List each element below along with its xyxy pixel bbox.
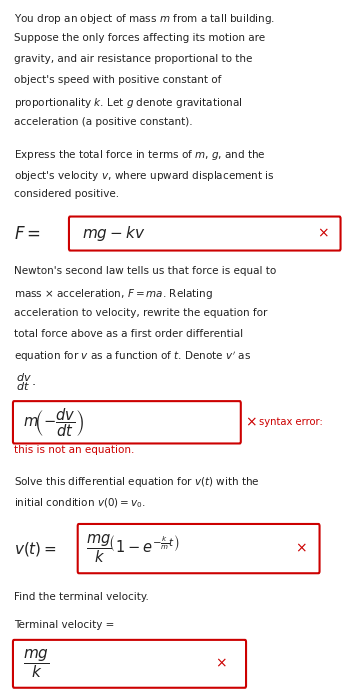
Text: total force above as a first order differential: total force above as a first order diffe… bbox=[14, 329, 243, 339]
Text: $\dfrac{mg}{k}\!\left(1-e^{-\frac{k}{m}t}\right)$: $\dfrac{mg}{k}\!\left(1-e^{-\frac{k}{m}t… bbox=[86, 532, 180, 565]
Text: object's speed with positive constant of: object's speed with positive constant of bbox=[14, 75, 221, 85]
Text: initial condition $v(0) = v_0$.: initial condition $v(0) = v_0$. bbox=[14, 496, 146, 510]
Text: syntax error:: syntax error: bbox=[259, 417, 323, 428]
Text: Newton's second law tells us that force is equal to: Newton's second law tells us that force … bbox=[14, 266, 276, 276]
Text: Terminal velocity =: Terminal velocity = bbox=[14, 620, 114, 629]
Text: $dt$: $dt$ bbox=[16, 380, 29, 392]
Text: acceleration to velocity, rewrite the equation for: acceleration to velocity, rewrite the eq… bbox=[14, 308, 267, 318]
Text: $mg - kv$: $mg - kv$ bbox=[82, 224, 146, 243]
Text: $v(t) = $: $v(t) = $ bbox=[14, 540, 57, 557]
Text: Solve this differential equation for $v(t)$ with the: Solve this differential equation for $v(… bbox=[14, 475, 260, 489]
Text: Suppose the only forces affecting its motion are: Suppose the only forces affecting its mo… bbox=[14, 33, 265, 43]
Text: proportionality $k$. Let $g$ denote gravitational: proportionality $k$. Let $g$ denote grav… bbox=[14, 96, 243, 110]
Text: $dv$: $dv$ bbox=[16, 371, 32, 382]
Text: You drop an object of mass $m$ from a tall building.: You drop an object of mass $m$ from a ta… bbox=[14, 12, 275, 26]
Text: Express the total force in terms of $m$, $g$, and the: Express the total force in terms of $m$,… bbox=[14, 148, 266, 162]
Text: $F = $: $F = $ bbox=[14, 225, 41, 242]
Text: Find the terminal velocity.: Find the terminal velocity. bbox=[14, 592, 149, 602]
Text: $\dfrac{mg}{k}$: $\dfrac{mg}{k}$ bbox=[23, 648, 49, 680]
Text: .: . bbox=[32, 375, 36, 388]
Text: this is not an equation.: this is not an equation. bbox=[14, 445, 134, 455]
Text: $m\!\left(-\dfrac{dv}{dt}\right)$: $m\!\left(-\dfrac{dv}{dt}\right)$ bbox=[23, 406, 84, 439]
Text: object's velocity $v$, where upward displacement is: object's velocity $v$, where upward disp… bbox=[14, 169, 275, 183]
Text: gravity, and air resistance proportional to the: gravity, and air resistance proportional… bbox=[14, 54, 252, 64]
Text: $\times$: $\times$ bbox=[317, 226, 329, 241]
Text: $\times$: $\times$ bbox=[295, 541, 307, 556]
Text: considered positive.: considered positive. bbox=[14, 189, 119, 199]
Text: mass $\times$ acceleration, $F = ma$. Relating: mass $\times$ acceleration, $F = ma$. Re… bbox=[14, 287, 213, 301]
Text: $\times$: $\times$ bbox=[215, 657, 227, 671]
Text: equation for $v$ as a function of $t$. Denote $v'$ as: equation for $v$ as a function of $t$. D… bbox=[14, 350, 251, 364]
Text: acceleration (a positive constant).: acceleration (a positive constant). bbox=[14, 117, 192, 126]
Text: $\times$: $\times$ bbox=[245, 415, 257, 430]
